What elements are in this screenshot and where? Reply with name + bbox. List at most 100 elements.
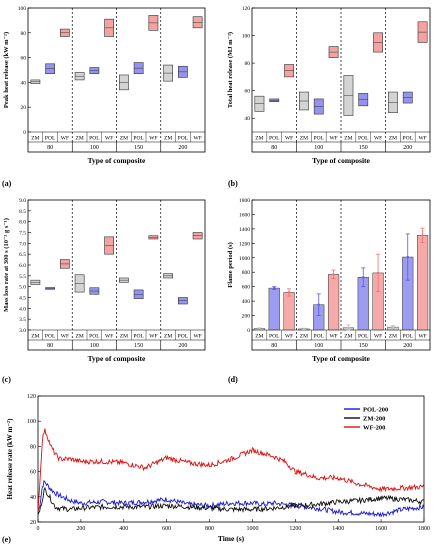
group-label: 100: [90, 343, 99, 349]
group-label: 200: [403, 145, 412, 151]
material-label: ZM: [164, 334, 172, 340]
x-tick-label: 0: [37, 526, 40, 532]
material-label: ZM: [120, 136, 128, 142]
group-label: 80: [271, 145, 277, 151]
group-label: 150: [134, 343, 143, 349]
y-tick-label: 80: [30, 444, 36, 450]
y-tick-label: 20: [21, 105, 27, 111]
y-tick-label: 1200: [239, 241, 250, 247]
y-axis-title: Heat release rate (kW m⁻²): [6, 418, 14, 500]
x-axis-title: Type of composite: [312, 354, 370, 363]
group-label: 200: [178, 343, 187, 349]
y-tick-label: 9.0: [19, 198, 26, 204]
group-label: 80: [271, 343, 277, 349]
x-tick-label: 600: [162, 526, 171, 532]
material-label: ZM: [300, 136, 308, 142]
material-label: POL: [133, 334, 144, 340]
legend-label: ZM-200: [363, 416, 385, 423]
material-label: ZM: [389, 334, 397, 340]
chart-panel-a: 0 20 40 60 80 100 80 ZM POL WF 100 ZM POL WF 150 ZM POL W…: [2, 6, 206, 188]
material-label: POL: [269, 334, 280, 340]
legend-label: WF-200: [363, 425, 385, 432]
chart-panel-d: 0 200 400 600 800 1000 1200 1400 1600 1800 80 ZM POL…: [227, 198, 431, 384]
group-label: 150: [359, 145, 368, 151]
group-label: 100: [90, 145, 99, 151]
mean-point: [317, 303, 320, 306]
x-tick-label: 1600: [375, 526, 387, 532]
x-tick-label: 1800: [418, 526, 430, 532]
material-label: POL: [178, 334, 189, 340]
x-tick-label: 400: [119, 526, 128, 532]
series-line-zm-200: [37, 486, 425, 515]
y-tick-label: 100: [18, 6, 27, 12]
material-label: ZM: [31, 136, 39, 142]
group-label: 200: [178, 145, 187, 151]
material-label: ZM: [300, 334, 308, 340]
material-label: POL: [89, 136, 100, 142]
material-label: POL: [178, 136, 189, 142]
material-label: POL: [403, 136, 414, 142]
bar-wf-200: [416, 235, 429, 331]
y-tick-label: 800: [242, 270, 251, 276]
y-tick-label: 40: [21, 80, 27, 86]
panel-label: (e): [2, 535, 11, 544]
chart-panel-c: 3.0 3.5 4.0 4.5 5.0 5.5 6.0 6.5 7.0 7.5 8.0 8.5 9.0 8…: [2, 198, 206, 384]
y-tick-label: 4.5: [19, 296, 26, 302]
material-label: POL: [45, 136, 56, 142]
material-label: POL: [314, 136, 325, 142]
material-label: POL: [358, 334, 369, 340]
material-label: POL: [358, 136, 369, 142]
mean-point: [362, 276, 365, 279]
y-tick-label: 100: [242, 34, 251, 40]
y-tick-label: 80: [21, 31, 27, 37]
y-tick-label: 6.0: [19, 263, 26, 269]
chart-panel-b: 40 60 80 100 120 80 ZM POL WF 100 ZM POL WF 150 ZM POL W…: [227, 6, 431, 188]
material-label: POL: [314, 334, 325, 340]
group-label: 150: [134, 145, 143, 151]
x-tick-label: 1400: [332, 526, 344, 532]
x-axis-title: Type of composite: [88, 156, 146, 165]
y-tick-label: 8.0: [19, 220, 26, 226]
material-label: POL: [269, 136, 280, 142]
y-tick-label: 5.5: [19, 274, 26, 280]
chart-panel-e: 0 200 400 600 800 1000 1200 1400 1600 1800 20 40 60 8…: [2, 394, 430, 544]
material-label: WF: [61, 136, 69, 142]
y-tick-label: 7.5: [19, 231, 26, 237]
y-tick-label: 600: [242, 285, 251, 291]
mean-point: [332, 273, 335, 276]
y-axis-title: Peak heat release (kW m⁻²): [3, 32, 10, 108]
y-tick-label: 120: [242, 6, 251, 12]
y-tick-label: 40: [245, 116, 251, 122]
material-label: WF: [374, 334, 382, 340]
y-tick-label: 3.0: [19, 328, 26, 334]
y-tick-label: 60: [245, 89, 251, 95]
material-label: WF: [61, 334, 69, 340]
material-label: POL: [133, 136, 144, 142]
material-label: ZM: [76, 136, 84, 142]
y-tick-label: 200: [242, 314, 251, 320]
y-tick-label: 0: [23, 130, 26, 136]
y-tick-label: 7.0: [19, 241, 26, 247]
y-tick-label: 0: [247, 328, 250, 334]
bar-pol-80: [268, 287, 280, 331]
panel-label: (a): [2, 179, 12, 188]
material-label: ZM: [344, 136, 352, 142]
material-label: WF: [418, 136, 426, 142]
legend-label: POL-200: [363, 407, 388, 414]
series-line-wf-200: [37, 428, 425, 512]
plot-frame: [27, 199, 206, 351]
material-label: ZM: [255, 334, 263, 340]
material-label: WF: [105, 334, 113, 340]
bar-wf-80: [283, 292, 295, 331]
mean-point: [258, 327, 261, 330]
y-axis-title: Flame period (s): [227, 242, 234, 288]
material-label: POL: [89, 334, 100, 340]
mean-point: [406, 255, 409, 259]
material-label: WF: [285, 334, 293, 340]
material-label: WF: [329, 136, 337, 142]
material-label: WF: [418, 334, 426, 340]
x-tick-label: 1200: [289, 526, 301, 532]
y-tick-label: 80: [245, 61, 251, 67]
plot-frame: [37, 395, 425, 523]
